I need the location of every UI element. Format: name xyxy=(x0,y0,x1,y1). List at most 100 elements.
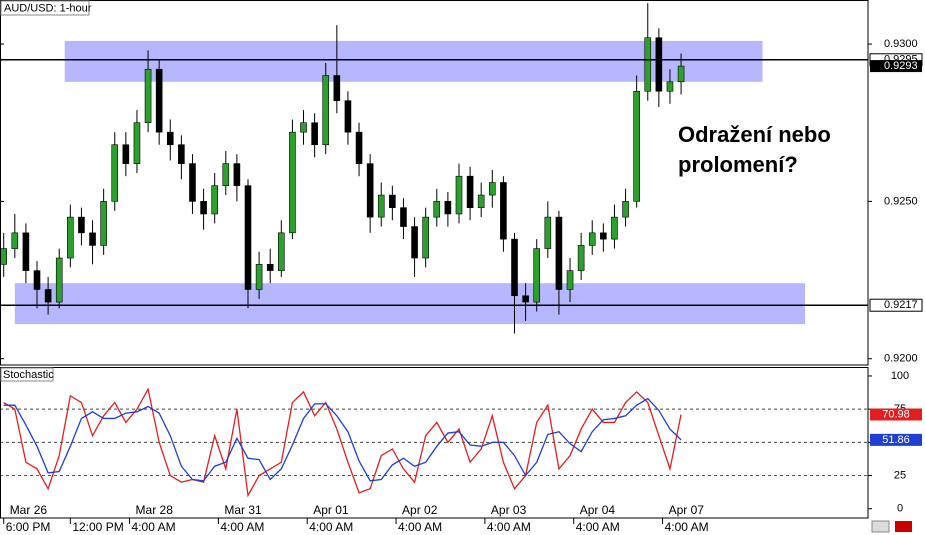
candle-body xyxy=(566,270,574,290)
candle-body xyxy=(67,216,74,259)
stoch-title-box xyxy=(0,367,54,382)
candle-body xyxy=(311,122,318,146)
candle-body xyxy=(600,232,607,240)
x-time-label: 6:00 PM xyxy=(6,520,51,534)
candle-body xyxy=(166,131,174,146)
title-box xyxy=(0,0,90,16)
candle-body xyxy=(633,90,640,202)
x-date-label: Apr 07 xyxy=(669,503,705,517)
candle-body xyxy=(44,289,52,303)
zone xyxy=(14,283,806,325)
x-time-label: 4:00 AM xyxy=(309,520,353,534)
candle-body xyxy=(289,131,296,234)
candle-body xyxy=(255,264,263,290)
candle-body xyxy=(644,37,652,92)
value-tag xyxy=(870,433,922,446)
candle-body xyxy=(444,201,452,215)
candle-body xyxy=(622,201,629,218)
candle-body xyxy=(333,75,341,101)
level-tag xyxy=(869,298,923,312)
candle-body xyxy=(55,257,63,303)
price-frame xyxy=(0,0,869,366)
candle-body xyxy=(400,207,407,227)
candle-body xyxy=(455,175,463,215)
candle-body xyxy=(488,182,496,196)
candle-body xyxy=(111,144,119,202)
candle-body xyxy=(178,144,185,164)
candle-body xyxy=(0,248,8,265)
x-date-label: Apr 02 xyxy=(402,503,438,517)
candle-body xyxy=(189,163,196,202)
candle-body xyxy=(389,194,396,208)
candle-body xyxy=(422,216,429,259)
x-date-label: Apr 04 xyxy=(580,503,616,517)
annotation: prolomení? xyxy=(678,152,798,177)
price-tag xyxy=(870,60,922,73)
candle-body xyxy=(355,131,363,164)
candle-body xyxy=(266,264,274,271)
candle-body xyxy=(588,232,596,246)
candle-body xyxy=(211,185,218,215)
candle-body xyxy=(222,163,230,186)
stoch-line xyxy=(3,397,682,482)
candle-body xyxy=(122,144,130,164)
candle-body xyxy=(11,232,19,249)
candle-body xyxy=(155,68,163,133)
candle-body xyxy=(544,216,552,249)
candle-body xyxy=(522,295,529,303)
y-tick-label: 25 xyxy=(894,469,906,481)
candle-body xyxy=(300,122,307,133)
candle-body xyxy=(366,163,374,218)
candle-body xyxy=(466,175,474,208)
candle-body xyxy=(666,81,674,92)
level-tag-label: 0.9217 xyxy=(884,299,918,311)
candle-body xyxy=(200,201,207,215)
candle-body xyxy=(100,201,107,246)
value-tag xyxy=(870,408,922,421)
x-time-label: 4:00 AM xyxy=(220,520,264,534)
candle-body xyxy=(133,122,141,164)
candle-body xyxy=(33,270,41,290)
x-time-label: 4:00 AM xyxy=(665,520,709,534)
y-tick-label: 0 xyxy=(897,503,903,515)
candle-body xyxy=(611,216,618,240)
annotation: Odražení nebo xyxy=(678,122,831,147)
candle-body xyxy=(244,185,252,290)
candle-body xyxy=(577,245,585,271)
candle-body xyxy=(555,216,563,290)
plot-layer xyxy=(0,3,868,498)
candle-body xyxy=(500,182,507,240)
value-tag-label: 51.86 xyxy=(882,434,910,446)
price-tag-label: 0.9293 xyxy=(884,60,918,72)
x-time-label: 4:00 AM xyxy=(576,520,620,534)
y-tick-label: 0.9300 xyxy=(884,38,918,50)
x-time-label: 12:00 PM xyxy=(72,520,123,534)
candle-body xyxy=(533,248,541,303)
value-tag-label: 70.98 xyxy=(882,408,910,420)
shift-icon[interactable] xyxy=(895,521,912,532)
stoch-line xyxy=(3,387,682,498)
scroll-icon[interactable] xyxy=(871,520,890,533)
candle-body xyxy=(511,238,518,297)
candle-body xyxy=(411,226,418,259)
x-time-label: 4:00 AM xyxy=(132,520,176,534)
candle-body xyxy=(433,201,441,218)
x-date-label: Apr 01 xyxy=(313,503,349,517)
candle-body xyxy=(377,194,385,218)
candle-body xyxy=(78,216,85,234)
chart-title: AUD/USD: 1-hour xyxy=(4,2,92,14)
y-tick-label: 0.9250 xyxy=(884,195,918,207)
x-date-label: Mar 28 xyxy=(136,503,174,517)
y-tick-label: 100 xyxy=(891,370,909,382)
x-date-label: Mar 26 xyxy=(10,503,48,517)
candle-body xyxy=(278,232,285,271)
x-date-label: Mar 31 xyxy=(224,503,262,517)
candle-body xyxy=(144,68,152,124)
candle-body xyxy=(677,65,685,83)
x-time-label: 4:00 AM xyxy=(398,520,442,534)
x-time-label: 4:00 AM xyxy=(487,520,531,534)
candle-body xyxy=(22,232,30,271)
candle-body xyxy=(655,37,663,92)
